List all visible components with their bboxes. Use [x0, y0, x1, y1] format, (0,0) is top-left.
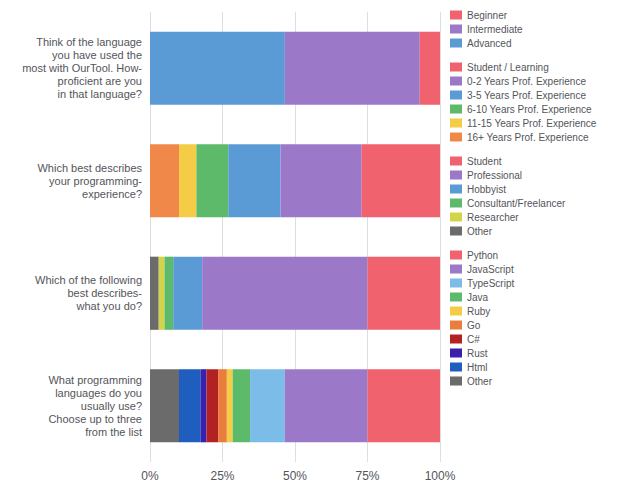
svg-text:Intermediate: Intermediate — [467, 24, 523, 35]
svg-text:Other: Other — [467, 376, 493, 387]
svg-text:Choose up to three: Choose up to three — [48, 413, 142, 425]
svg-text:Advanced: Advanced — [467, 38, 511, 49]
svg-text:JavaScript: JavaScript — [467, 264, 514, 275]
svg-text:Hobbyist: Hobbyist — [467, 184, 506, 195]
svg-text:Student: Student — [467, 156, 502, 167]
svg-text:0-2 Years Prof. Experience: 0-2 Years Prof. Experience — [467, 76, 586, 87]
svg-text:50%: 50% — [283, 469, 307, 483]
svg-text:usually use?: usually use? — [81, 400, 142, 412]
svg-text:most with OurTool. How-: most with OurTool. How- — [22, 62, 142, 74]
svg-text:11-15 Years Prof. Experience: 11-15 Years Prof. Experience — [467, 118, 597, 129]
svg-text:0%: 0% — [141, 469, 159, 483]
svg-text:proficient are you: proficient are you — [58, 75, 142, 87]
svg-text:Other: Other — [467, 226, 493, 237]
svg-text:25%: 25% — [210, 469, 234, 483]
svg-text:experience?: experience? — [82, 188, 142, 200]
svg-text:Beginner: Beginner — [467, 10, 508, 21]
svg-text:TypeScript: TypeScript — [467, 278, 514, 289]
svg-text:Html: Html — [467, 362, 488, 373]
svg-text:What programming: What programming — [48, 374, 142, 386]
svg-text:you have used the: you have used the — [52, 49, 142, 61]
svg-text:100%: 100% — [425, 469, 456, 483]
svg-text:Python: Python — [467, 250, 498, 261]
svg-text:Java: Java — [467, 292, 489, 303]
svg-text:Ruby: Ruby — [467, 306, 490, 317]
svg-text:C#: C# — [467, 334, 480, 345]
svg-text:what you do?: what you do? — [76, 300, 142, 312]
svg-text:75%: 75% — [355, 469, 379, 483]
svg-text:Think of the language: Think of the language — [36, 36, 142, 48]
svg-text:Researcher: Researcher — [467, 212, 519, 223]
svg-text:6-10 Years Prof. Experience: 6-10 Years Prof. Experience — [467, 104, 592, 115]
svg-text:3-5 Years Prof. Experience: 3-5 Years Prof. Experience — [467, 90, 586, 101]
svg-text:Which best describes: Which best describes — [37, 162, 142, 174]
svg-text:Which of the following: Which of the following — [35, 274, 142, 286]
svg-text:your programming-: your programming- — [49, 175, 142, 187]
svg-text:16+ Years Prof. Experience: 16+ Years Prof. Experience — [467, 132, 589, 143]
svg-text:from the list: from the list — [85, 426, 142, 438]
svg-text:Student / Learning: Student / Learning — [467, 62, 549, 73]
svg-text:Rust: Rust — [467, 348, 488, 359]
svg-text:in that language?: in that language? — [58, 88, 142, 100]
svg-text:Professional: Professional — [467, 170, 522, 181]
svg-text:Consultant/Freelancer: Consultant/Freelancer — [467, 198, 566, 209]
svg-text:languages do you: languages do you — [55, 387, 142, 399]
svg-text:best describes-: best describes- — [67, 287, 142, 299]
svg-text:Go: Go — [467, 320, 481, 331]
